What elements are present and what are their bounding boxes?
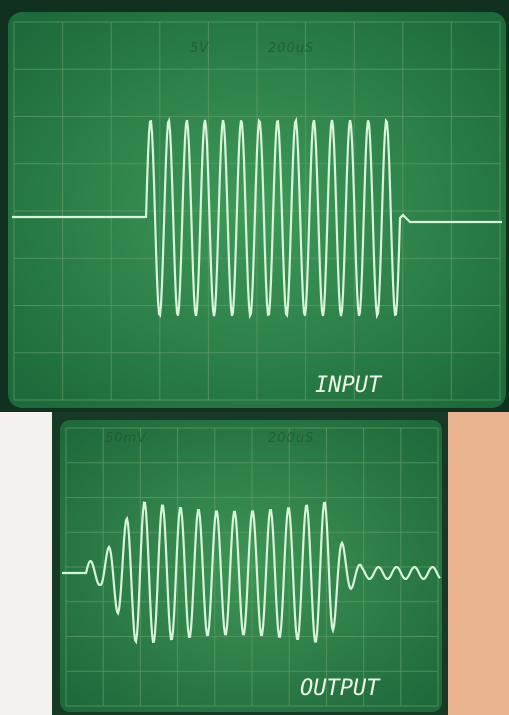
volts-label: 50mV [105, 431, 147, 446]
side-panel [445, 412, 509, 715]
photo: 5V 200uS INPUT 50mV 200uS OUTPUT [0, 0, 509, 715]
time-label: 200uS [268, 41, 314, 56]
page: 5V 200uS INPUT 50mV 200uS OUTPUT (() => … [0, 0, 509, 715]
time-label: 200uS [268, 431, 314, 446]
caption: OUTPUT [300, 676, 381, 701]
bottom-screen [60, 420, 442, 712]
volts-label: 5V [190, 41, 209, 56]
caption: INPUT [315, 373, 383, 398]
